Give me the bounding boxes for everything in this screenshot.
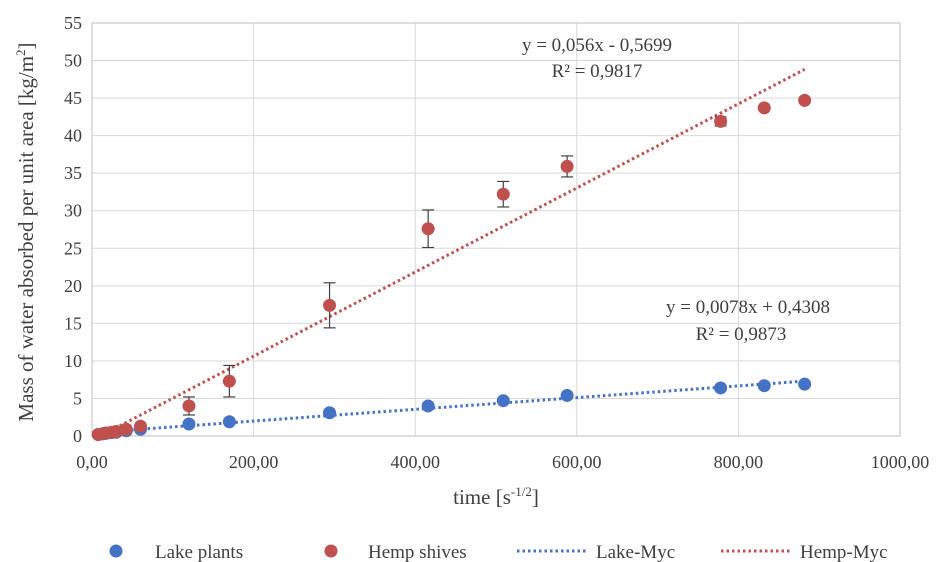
data-point-hemp-shives — [714, 114, 728, 128]
data-point-hemp-shives — [133, 419, 147, 433]
y-tick-label: 30 — [64, 201, 82, 221]
legend-label-lake-plants: Lake plants — [155, 542, 243, 562]
plot-area-frame — [91, 22, 901, 437]
y-tick-label: 50 — [64, 51, 82, 71]
data-point-lake-plants — [714, 381, 728, 395]
data-point-hemp-shives — [496, 187, 510, 201]
x-axis-title: time [s-1/2] — [453, 484, 539, 509]
x-tick-label: 600,00 — [552, 452, 602, 472]
legend-label-hemp-myc: Hemp-Myc — [800, 542, 888, 562]
data-point-lake-plants — [798, 377, 812, 391]
lake-r-squared: R² = 0,9873 — [696, 324, 787, 345]
y-tick-label: 55 — [64, 13, 82, 33]
legend-label-hemp-shives: Hemp shives — [368, 542, 467, 562]
y-axis-title-main: Mass of water absorbed per unit area [kg… — [14, 56, 38, 422]
y-axis-title-sup: 2 — [13, 49, 28, 56]
data-point-lake-plants — [182, 417, 196, 431]
x-axis-title-main: time [s — [453, 485, 511, 509]
y-axis-title: Mass of water absorbed per unit area [kg… — [13, 42, 38, 421]
data-point-hemp-shives — [323, 298, 337, 312]
hemp-r-squared: R² = 0,9817 — [552, 61, 643, 82]
data-point-lake-plants — [560, 388, 574, 402]
x-tick-labels: 0,00 200,00 400,00 600,00 800,00 1000,00 — [76, 452, 929, 472]
legend-label-lake-myc: Lake-Myc — [596, 542, 675, 562]
x-tick-label: 800,00 — [714, 452, 764, 472]
x-tick-label: 400,00 — [390, 452, 440, 472]
lake-equation: y = 0,0078x + 0,4308 — [666, 297, 830, 318]
y-tick-label: 40 — [64, 126, 82, 146]
trendline-lake-myc — [98, 379, 805, 434]
data-point-hemp-shives — [222, 374, 236, 388]
x-tick-label: 1000,00 — [871, 452, 930, 472]
data-point-hemp-shives — [757, 101, 771, 115]
error-bars — [182, 116, 727, 416]
data-point-hemp-shives — [109, 424, 123, 438]
y-tick-label: 10 — [64, 351, 82, 371]
grid — [92, 23, 900, 436]
y-tick-label: 45 — [64, 88, 82, 108]
trendlines — [98, 68, 806, 438]
data-point-lake-plants — [421, 399, 435, 413]
y-tick-label: 25 — [64, 238, 82, 258]
hemp-equation: y = 0,056x - 0,5699 — [522, 35, 672, 56]
legend: Lake plants Hemp shives Lake-Myc Hemp-My… — [109, 542, 888, 562]
y-tick-labels: 0 5 10 15 20 25 30 35 40 45 50 55 — [64, 13, 82, 446]
data-point-lake-plants — [757, 379, 771, 393]
x-tick-label: 0,00 — [76, 452, 108, 472]
y-tick-label: 0 — [73, 426, 82, 446]
data-point-lake-plants — [323, 406, 337, 420]
x-tick-label: 200,00 — [229, 452, 279, 472]
data-point-hemp-shives — [421, 222, 435, 236]
y-tick-label: 35 — [64, 163, 82, 183]
data-point-hemp-shives — [119, 422, 133, 436]
data-point-hemp-shives — [798, 93, 812, 107]
data-point-hemp-shives — [182, 399, 196, 413]
y-axis-title-end: ] — [14, 42, 38, 49]
y-tick-label: 5 — [73, 388, 82, 408]
trendline-hemp-myc — [99, 68, 806, 438]
x-axis-title-end: ] — [532, 485, 539, 509]
legend-marker-hemp-shives — [324, 544, 338, 558]
y-tick-label: 20 — [64, 276, 82, 296]
y-tick-label: 15 — [64, 313, 82, 333]
data-points — [91, 93, 812, 441]
x-axis-title-sup: -1/2 — [511, 484, 532, 499]
legend-marker-lake-plants — [109, 544, 123, 558]
data-point-lake-plants — [222, 415, 236, 429]
data-point-lake-plants — [496, 394, 510, 408]
data-point-hemp-shives — [560, 159, 574, 173]
